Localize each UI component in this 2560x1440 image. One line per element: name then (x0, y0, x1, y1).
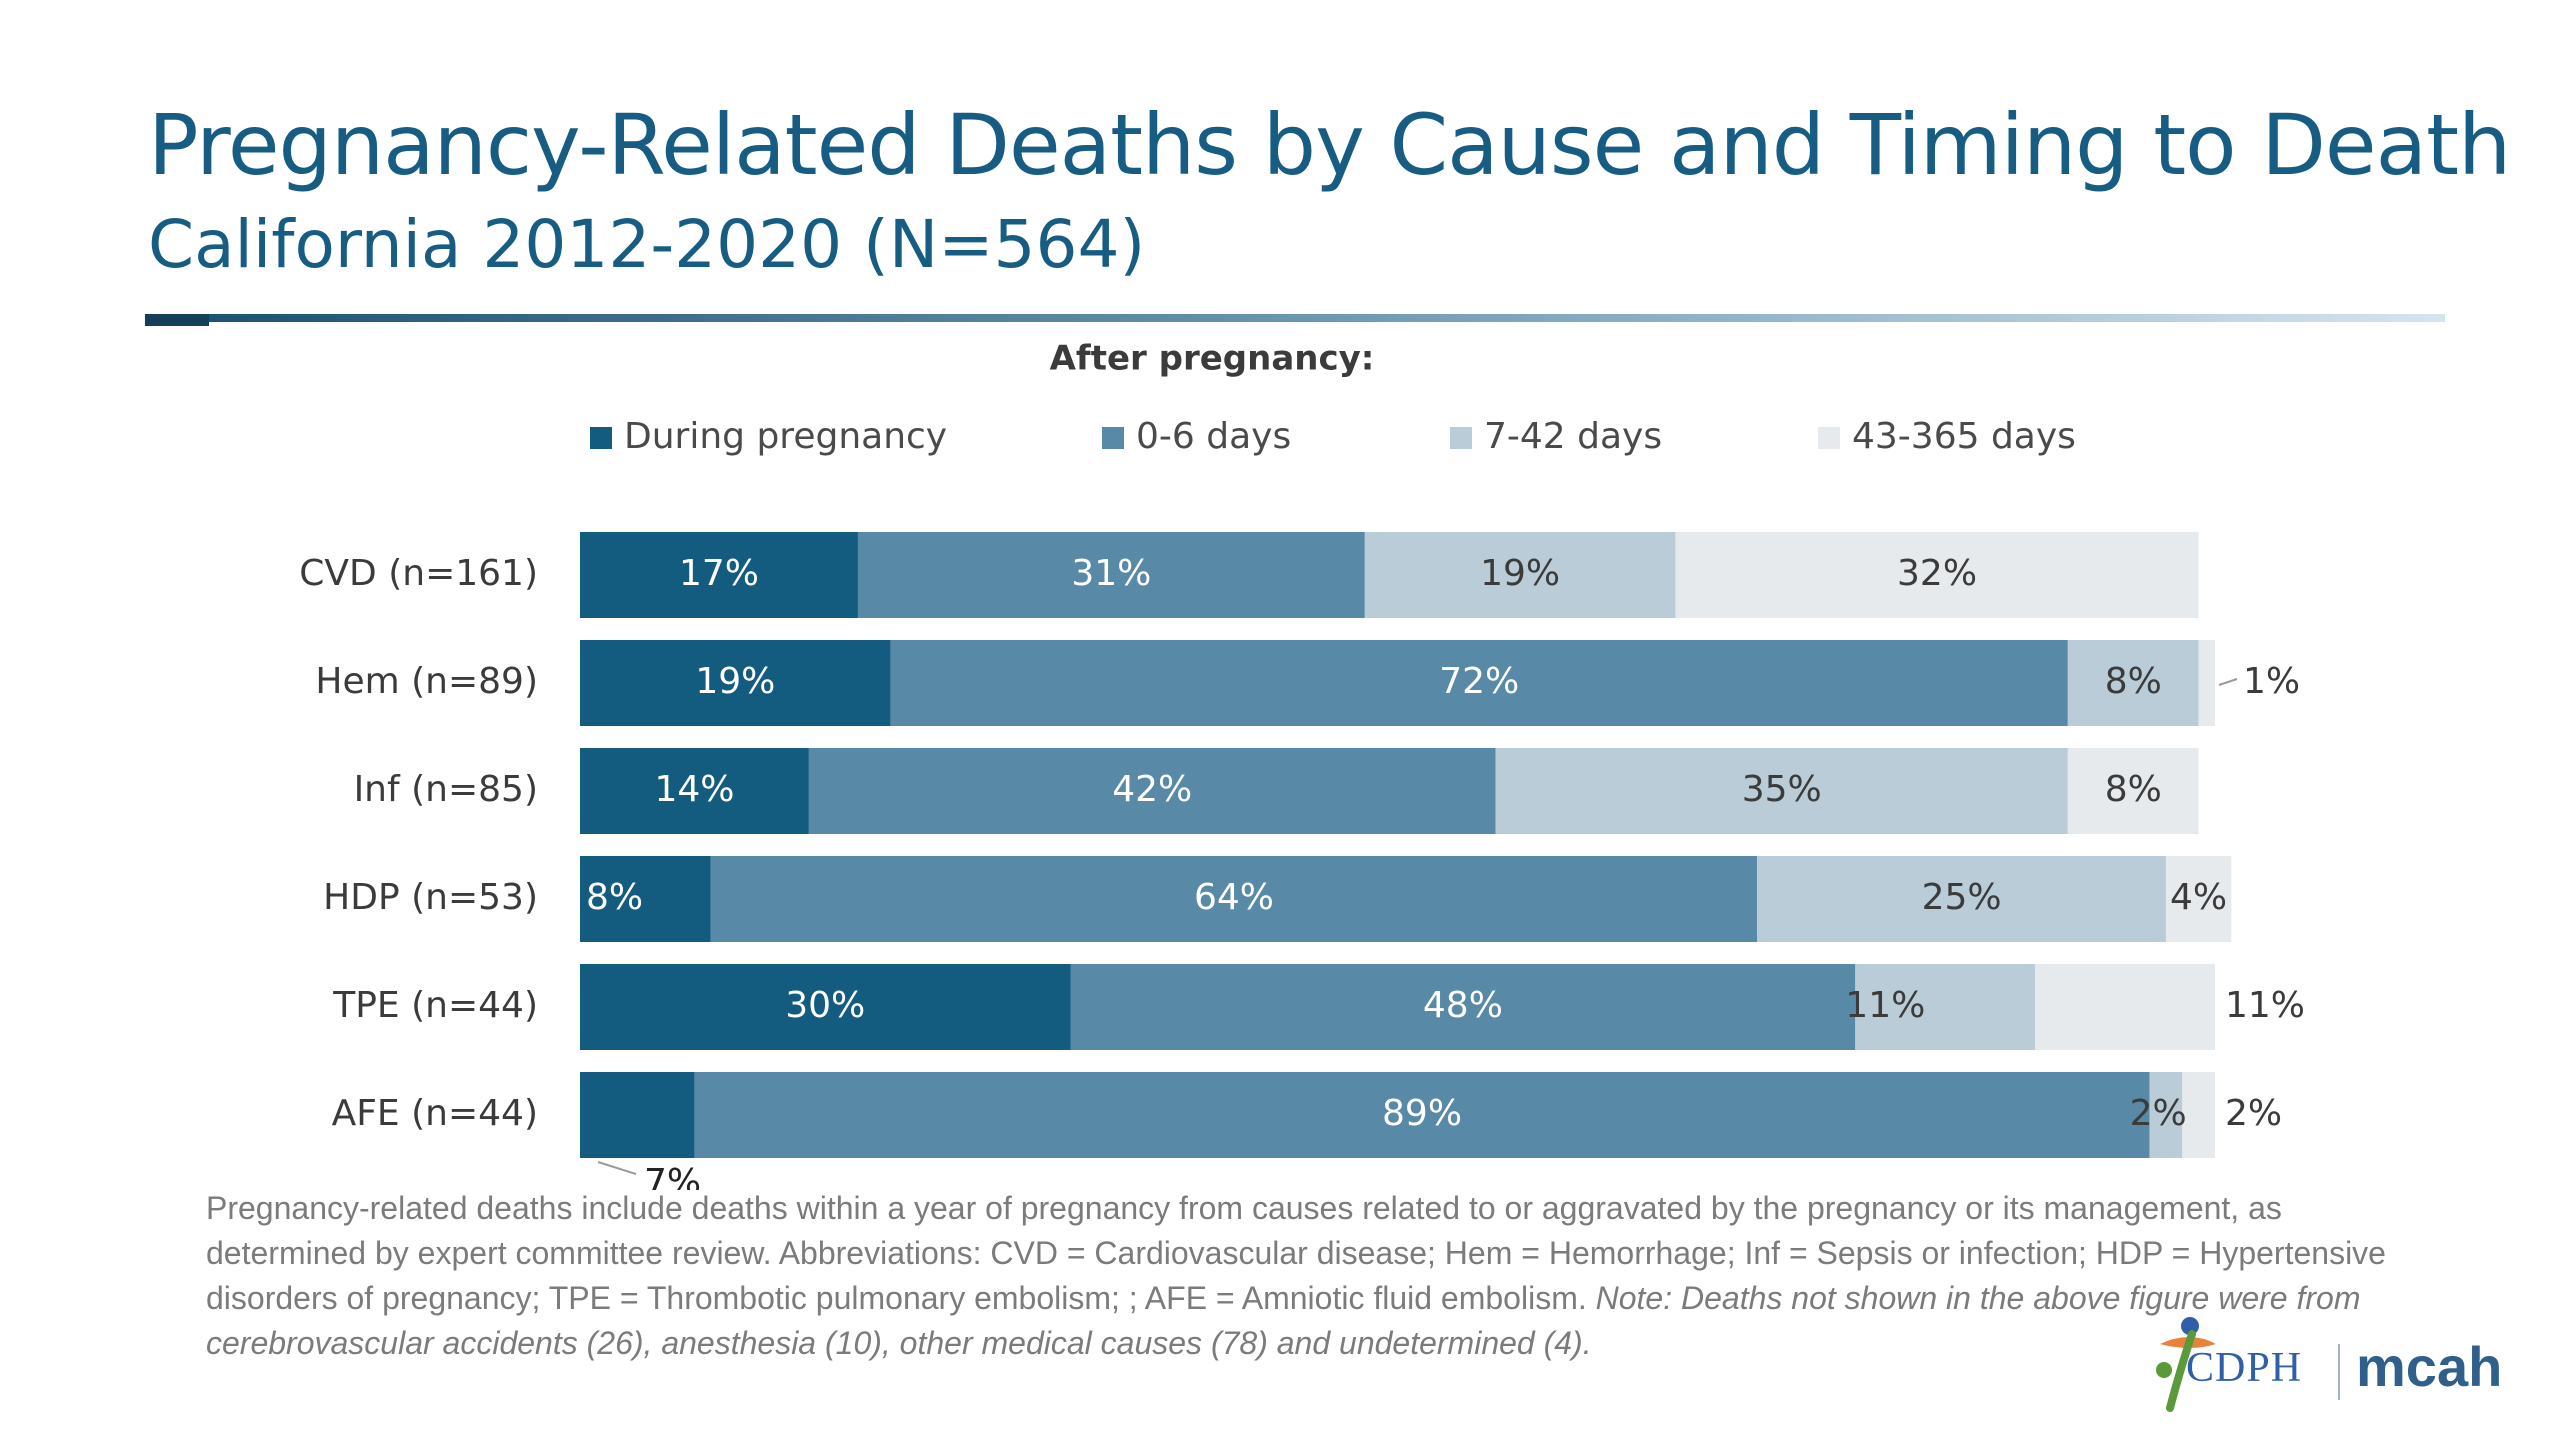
data-label-2-0: 14% (654, 769, 734, 810)
data-label-3-0: 8% (586, 877, 643, 918)
bar-4-2 (1855, 964, 2036, 1050)
cdph-mcah-logo: CDPH mcah (2140, 1300, 2502, 1420)
footnote: Pregnancy-related deaths include deaths … (206, 1186, 2396, 1366)
data-label-2-3: 8% (2105, 769, 2162, 810)
bar-1-0 (580, 640, 891, 726)
title-divider-accent (145, 314, 209, 326)
legend-swatch-3 (1818, 427, 1840, 449)
bar-1-2 (2067, 640, 2199, 726)
bar-2-3 (2067, 748, 2199, 834)
data-label-4-0: 30% (785, 985, 865, 1026)
bar-4-3 (2035, 964, 2215, 1050)
legend-swatch-1 (1102, 427, 1124, 449)
data-label-0-2: 19% (1480, 553, 1560, 594)
data-label-1-3: 1% (2243, 661, 2300, 702)
category-label-4: TPE (n=44) (332, 985, 538, 1026)
legend-label-0: During pregnancy (624, 416, 947, 457)
chart-title: Pregnancy-Related Deaths by Cause and Ti… (148, 96, 2511, 194)
category-label-1: Hem (n=89) (315, 661, 538, 702)
bar-5-2 (2149, 1072, 2183, 1158)
bar-5-3 (2182, 1072, 2215, 1158)
bar-5-1 (694, 1072, 2150, 1158)
bar-2-0 (580, 748, 809, 834)
category-label-0: CVD (n=161) (299, 553, 538, 594)
data-label-2-2: 35% (1742, 769, 1822, 810)
bar-0-1 (857, 532, 1365, 618)
data-label-4-1: 48% (1423, 985, 1503, 1026)
leader-line-1-3 (2218, 678, 2238, 686)
bar-4-0 (580, 964, 1071, 1050)
title-divider (145, 314, 2445, 322)
data-label-5-0: 7% (644, 1162, 701, 1190)
data-label-3-2: 25% (1922, 877, 2002, 918)
bar-0-0 (580, 532, 858, 618)
legend-swatch-0 (590, 427, 612, 449)
legend-label-2: 7-42 days (1484, 416, 1662, 457)
legend-label-3: 43-365 days (1852, 416, 2076, 457)
data-label-0-1: 31% (1071, 553, 1151, 594)
data-label-3-1: 64% (1194, 877, 1274, 918)
bar-3-3 (2165, 856, 2232, 942)
footnote-note: Note: Deaths not shown in the above figu… (206, 1280, 2361, 1361)
cdph-figure-icon (2156, 1317, 2216, 1412)
footnote-main: Pregnancy-related deaths include deaths … (206, 1190, 2386, 1316)
category-label-2: Inf (n=85) (354, 769, 538, 810)
data-label-5-3: 2% (2225, 1093, 2282, 1134)
chart-subtitle: California 2012-2020 (N=564) (148, 206, 1146, 283)
bar-1-3 (2198, 640, 2215, 726)
data-label-0-0: 17% (679, 553, 759, 594)
data-label-3-3: 4% (2170, 877, 2227, 918)
leader-line-5-0 (597, 1161, 637, 1175)
bar-4-1 (1070, 964, 1856, 1050)
cdph-logo-text: CDPH (2186, 1345, 2303, 1391)
bar-3-1 (710, 856, 1758, 942)
data-label-4-3: 11% (2225, 985, 2305, 1026)
bar-5-0 (580, 1072, 695, 1158)
mcah-logo-text: mcah (2356, 1335, 2503, 1398)
legend-title: After pregnancy: (1050, 339, 1375, 379)
category-label-5: AFE (n=44) (332, 1093, 538, 1134)
legend-label-1: 0-6 days (1136, 416, 1291, 457)
logo-divider (2338, 1344, 2340, 1400)
stacked-bar-chart: After pregnancy: During pregnancy 0-6 days… (299, 339, 2305, 1191)
data-label-5-2: 2% (2130, 1093, 2187, 1134)
bar-0-3 (1675, 532, 2199, 618)
data-label-1-0: 19% (695, 661, 775, 702)
bar-3-0 (580, 856, 711, 942)
bar-2-1 (808, 748, 1496, 834)
data-label-4-2: 11% (1845, 985, 1925, 1026)
legend-swatch-2 (1450, 427, 1472, 449)
data-label-1-1: 72% (1439, 661, 1519, 702)
data-label-5-1: 89% (1382, 1093, 1462, 1134)
bar-1-1 (890, 640, 2068, 726)
data-label-1-2: 8% (2105, 661, 2162, 702)
bar-0-2 (1364, 532, 1676, 618)
bar-3-2 (1757, 856, 2166, 942)
data-label-0-3: 32% (1897, 553, 1977, 594)
category-label-3: HDP (n=53) (323, 877, 538, 918)
bar-2-2 (1495, 748, 2068, 834)
data-label-2-1: 42% (1112, 769, 1192, 810)
